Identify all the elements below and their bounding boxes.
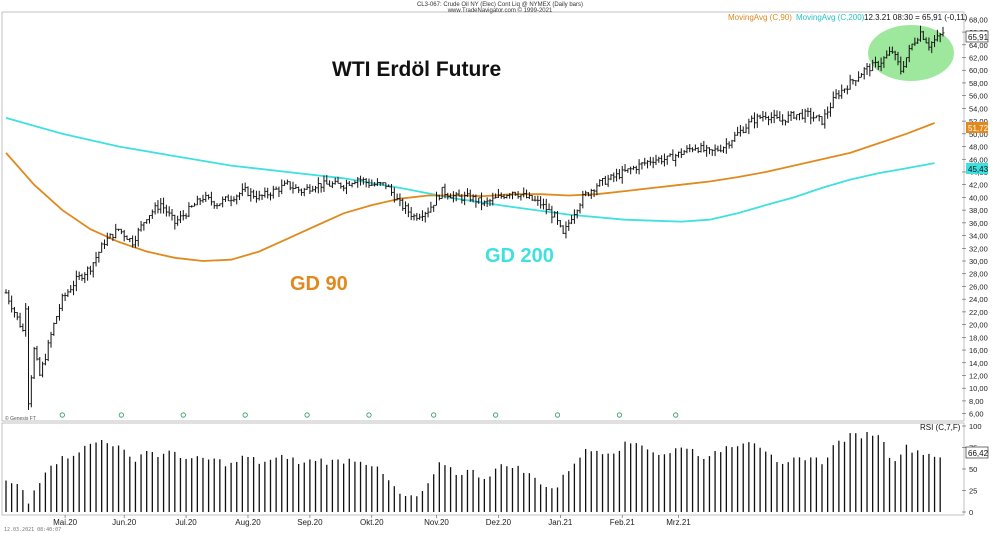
y-tick-label: 6,00 — [969, 410, 984, 419]
y-tick-label: 8,00 — [969, 397, 984, 406]
month-marker-icon — [180, 412, 186, 418]
month-marker-icon — [304, 412, 310, 418]
y-tick-label: 46,00 — [969, 155, 988, 164]
month-marker-icon — [118, 412, 124, 418]
x-tick-label: Jan.21 — [548, 518, 573, 527]
month-marker-icon — [616, 412, 623, 418]
y-tick-label: 20,00 — [969, 321, 988, 330]
y-tick-label: 38,00 — [969, 206, 988, 215]
rsi-histogram — [5, 431, 941, 512]
y-tick-label: 54,00 — [969, 104, 988, 113]
y-tick-label: 12,00 — [969, 371, 988, 380]
ma200-line — [5, 117, 935, 223]
x-tick-label: Nov.20 — [424, 518, 449, 527]
chart-header-line1: CL3-067: Crude Oil NY (Elec) Cont Liq @ … — [417, 2, 583, 8]
x-tick-label: Feb.21 — [610, 518, 635, 527]
rsi-tick-label: 50 — [969, 465, 977, 474]
y-tick-label: 26,00 — [969, 282, 988, 291]
x-tick-label: Sep.20 — [297, 518, 323, 527]
y-tick-label: 28,00 — [969, 270, 988, 279]
month-marker-icon — [242, 412, 248, 418]
y-tick-label: 64,00 — [969, 41, 988, 50]
rsi-tick-label: 25 — [969, 487, 977, 496]
x-tick-label: Okt.20 — [360, 518, 384, 527]
rsi-value-tag: 66,42 — [968, 449, 989, 458]
footer-timestamp: 12.03.2021 08:40:07 — [4, 527, 61, 533]
y-tick-label: 18,00 — [969, 333, 988, 342]
chart-title: WTI Erdöl Future — [332, 58, 501, 81]
y-tick-label: 22,00 — [969, 308, 988, 317]
y-tick-label: 52,00 — [969, 117, 988, 126]
x-tick-label: Aug.20 — [235, 518, 261, 527]
footer-credit: © Genesis FT — [5, 415, 36, 422]
y-tick-label: 68,00 — [969, 15, 988, 24]
ma90-tag-box — [966, 122, 988, 133]
legend-quote: 12.3.21 08:30 = 65,91 (-0,11) — [864, 13, 968, 22]
y-tick-label: 48,00 — [969, 143, 988, 152]
month-marker-icon — [673, 412, 679, 418]
y-tick-label: 36,00 — [969, 219, 988, 228]
month-marker-icon — [59, 412, 65, 418]
y-tick-label: 10,00 — [969, 384, 988, 393]
last-close-tag: 65,91 — [968, 33, 989, 42]
y-tick-label: 32,00 — [969, 244, 988, 253]
gd200-label: GD 200 — [485, 245, 554, 267]
chart-header-line2: www.TradeNavigator.com © 1999-2021 — [447, 7, 553, 14]
x-axis: Mai.20 Jun.20 Jul.20 Aug.20 Sep.20 Okt.20 Nov.… — [53, 412, 691, 527]
legend-ma90: MovingAvg (C,90) — [728, 13, 792, 22]
ma200-tag: 45,43 — [968, 165, 989, 174]
x-tick-label: Jun.20 — [112, 518, 137, 527]
y-tick-label: 56,00 — [969, 92, 988, 101]
y-tick-label: 42,00 — [969, 181, 988, 190]
month-marker-icon — [431, 412, 437, 418]
highlight-ellipse — [868, 25, 954, 81]
x-tick-label: Dez.20 — [486, 518, 512, 527]
rsi-label: RSI (C,7,F) — [920, 423, 961, 432]
y-tick-label: 62,00 — [969, 54, 988, 63]
main-panel-frame — [1, 11, 965, 422]
x-tick-label: Mrz.21 — [666, 518, 691, 527]
y-tick-label: 14,00 — [969, 359, 988, 368]
y-tick-label: 40,00 — [969, 193, 988, 202]
moving-average-lines — [5, 117, 935, 262]
y-tick-label: 50,00 — [969, 130, 988, 139]
month-marker-icon — [554, 412, 561, 418]
y-tick-label: 30,00 — [969, 257, 988, 266]
ohlc-bars — [4, 25, 945, 410]
ma90-tag: 51,72 — [968, 124, 989, 133]
y-tick-label: 58,00 — [969, 79, 988, 88]
gd90-label: GD 90 — [290, 273, 348, 295]
month-marker-icon — [366, 412, 372, 418]
y-tick-label: 16,00 — [969, 346, 988, 355]
y-tick-label: 24,00 — [969, 295, 988, 304]
y-axis: 68,0066,0064,0062,0060,0058,0056,0054,00… — [962, 15, 988, 517]
ma200-tag-box — [966, 163, 988, 174]
y-tick-label: 34,00 — [969, 232, 988, 241]
x-tick-label: Jul.20 — [175, 518, 197, 527]
x-tick-label: Mai.20 — [53, 518, 78, 527]
y-tick-label: 60,00 — [969, 66, 988, 75]
rsi-value-tag-box — [965, 446, 989, 459]
rsi-tick-label: 0 — [969, 508, 973, 517]
month-marker-icon — [493, 412, 499, 418]
last-close-tag-box — [965, 30, 989, 43]
rsi-tick-label: 100 — [969, 422, 982, 431]
legend-ma200: MovingAvg (C,200) — [796, 13, 865, 22]
